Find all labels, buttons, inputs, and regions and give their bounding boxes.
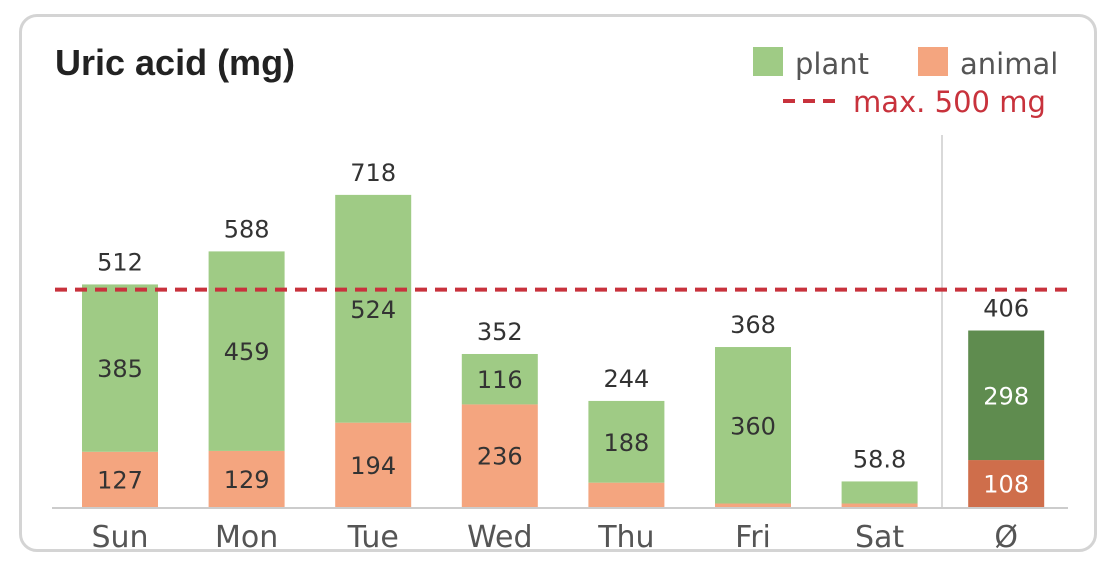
bar-plant-6	[841, 481, 918, 504]
bar-plant-2	[335, 194, 412, 423]
plant-value-label-5: 360	[730, 412, 776, 440]
plant-value-label-1: 459	[224, 338, 270, 366]
total-label-7: 406	[983, 295, 1029, 323]
plant-value-label-3: 116	[477, 366, 523, 394]
bar-animal-7	[968, 460, 1045, 507]
bar-plant-3	[461, 353, 538, 405]
plant-value-label-4: 188	[603, 429, 649, 457]
total-label-5: 368	[730, 311, 776, 339]
plant-value-label-2: 524	[350, 296, 396, 324]
bar-plant-5	[715, 347, 791, 504]
total-label-2: 718	[350, 159, 396, 187]
bar-animal-1	[208, 450, 285, 507]
category-label-4: Thu	[597, 520, 654, 552]
legend-limit-label: max. 500 mg	[853, 85, 1046, 119]
plant-value-label-7: 298	[983, 382, 1029, 410]
total-label-1: 588	[224, 215, 270, 243]
bar-animal-5	[715, 503, 791, 507]
bar-animal-4	[588, 482, 665, 507]
animal-value-label-0: 127	[97, 466, 143, 494]
bar-animal-3	[461, 404, 538, 507]
total-label-0: 512	[97, 248, 143, 276]
bar-animal-2	[335, 422, 412, 507]
bars-group	[82, 194, 1045, 507]
bar-plant-7	[968, 330, 1045, 461]
legend-swatch-animal	[918, 47, 948, 76]
category-labels-group: Sun Mon Tue Wed Thu Fri Sat Ø	[91, 520, 1018, 552]
animal-value-label-7: 108	[983, 471, 1029, 499]
total-label-3: 352	[477, 318, 523, 346]
category-label-2: Tue	[347, 520, 399, 552]
animal-value-label-3: 236	[477, 443, 523, 471]
category-label-5: Fri	[735, 520, 771, 552]
bar-plant-0	[82, 284, 158, 452]
total-label-4: 244	[603, 365, 649, 393]
plant-value-label-0: 385	[97, 355, 143, 383]
category-label-1: Mon	[215, 520, 278, 552]
bar-animal-6	[841, 503, 918, 507]
legend-swatch-plant	[753, 47, 783, 76]
bar-plant-4	[588, 400, 665, 483]
bar-plant-1	[208, 251, 285, 451]
category-label-7: Ø	[994, 520, 1018, 552]
legend-label-animal: animal	[960, 47, 1058, 81]
animal-value-label-2: 194	[350, 452, 396, 480]
value-labels-group: 512 127 385 588 129 459 718 194 524 352 236 116 244 1…	[97, 159, 1029, 499]
total-label-6: 58.8	[853, 445, 906, 473]
animal-value-label-1: 129	[224, 466, 270, 494]
legend-label-plant: plant	[795, 47, 869, 81]
chart-title: Uric acid (mg)	[55, 42, 295, 83]
uric-acid-chart: Uric acid (mg) plant animal max. 500 mg …	[52, 42, 1068, 552]
category-label-3: Wed	[467, 520, 532, 552]
category-label-0: Sun	[91, 520, 148, 552]
bar-animal-0	[82, 451, 158, 507]
category-label-6: Sat	[855, 520, 904, 552]
chart-card: Uric acid (mg) plant animal max. 500 mg …	[19, 14, 1097, 552]
